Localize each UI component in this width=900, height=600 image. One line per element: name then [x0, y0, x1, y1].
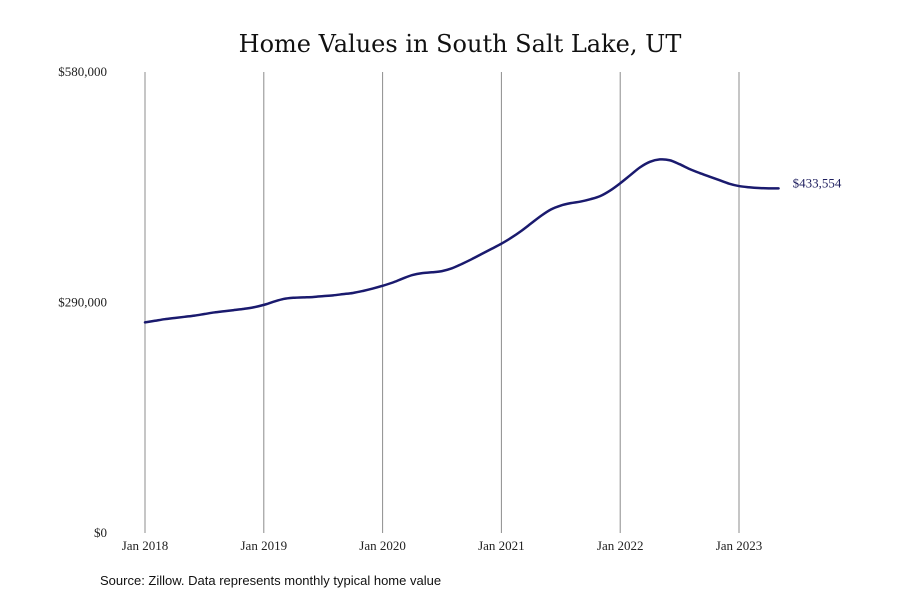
x-tick-label: Jan 2021	[478, 538, 525, 553]
chart-title: Home Values in South Salt Lake, UT	[239, 30, 682, 58]
x-tick-label: Jan 2022	[597, 538, 644, 553]
x-axis-ticks: Jan 2018 Jan 2019 Jan 2020 Jan 2021 Jan 2022…	[122, 538, 763, 553]
y-tick-label: $0	[94, 525, 107, 540]
series-layer	[143, 158, 780, 324]
series-line-home-value	[143, 158, 780, 324]
x-tick-label: Jan 2018	[122, 538, 169, 553]
end-value-label: $433,554	[793, 175, 842, 190]
source-note: Source: Zillow. Data represents monthly …	[100, 573, 441, 588]
gridlines	[144, 72, 740, 533]
y-tick-label: $290,000	[58, 295, 107, 310]
x-tick-label: Jan 2020	[359, 538, 406, 553]
x-tick-label: Jan 2019	[241, 538, 288, 553]
y-tick-label: $580,000	[58, 64, 107, 79]
x-tick-label: Jan 2023	[716, 538, 763, 553]
y-axis-ticks: $0 $290,000 $580,000	[58, 64, 107, 540]
